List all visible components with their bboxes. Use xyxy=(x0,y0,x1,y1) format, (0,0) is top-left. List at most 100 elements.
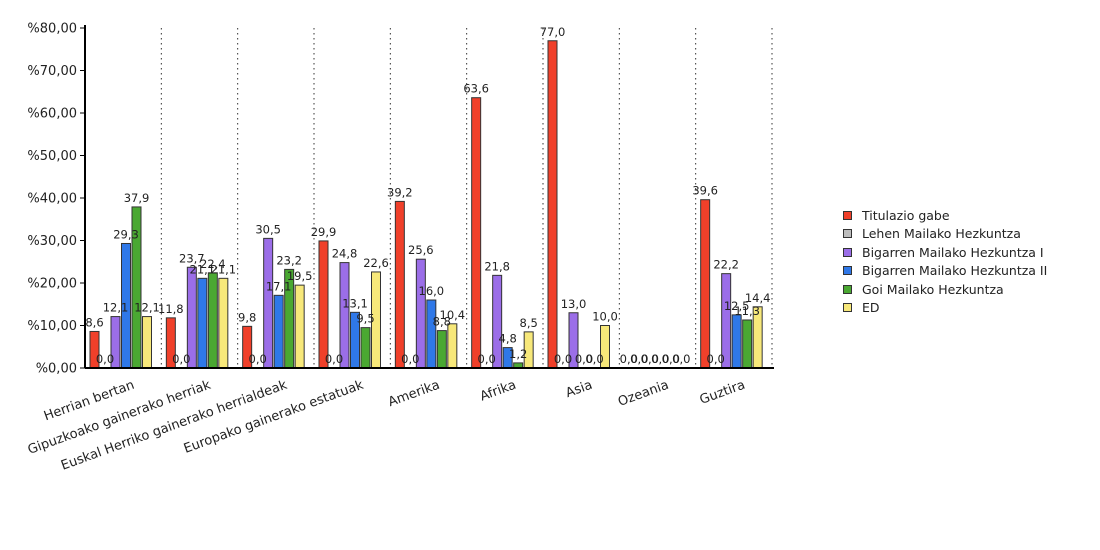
bar xyxy=(426,299,437,369)
bar xyxy=(447,323,458,369)
data-label: 10,4 xyxy=(440,308,466,322)
y-tick-label: %70,00 xyxy=(27,64,77,79)
bar xyxy=(436,330,447,369)
data-label: 10,0 xyxy=(592,310,618,324)
bar xyxy=(360,327,371,369)
bar xyxy=(700,199,711,369)
data-label: 29,3 xyxy=(113,227,139,241)
legend-swatch xyxy=(843,284,852,294)
category-label: Guztira xyxy=(698,378,747,408)
bar xyxy=(731,314,742,369)
data-label: 16,0 xyxy=(419,284,445,298)
data-label: 13,1 xyxy=(342,296,368,310)
data-label: 22,2 xyxy=(713,258,739,272)
data-label: 23,2 xyxy=(276,253,302,267)
bar xyxy=(471,97,482,369)
category-label: Ozeania xyxy=(616,378,671,410)
legend-item: Bigarren Mailako Hezkuntza II xyxy=(843,262,1047,281)
data-label: 11,3 xyxy=(734,304,760,318)
y-tick-label: %40,00 xyxy=(27,192,77,207)
data-label: 0,0 xyxy=(641,352,659,366)
bar xyxy=(742,319,753,369)
bars xyxy=(89,40,763,369)
data-label: 0,0 xyxy=(325,352,343,366)
data-label: 12,1 xyxy=(134,301,160,315)
legend-label: Lehen Mailako Hezkuntza xyxy=(862,226,1021,242)
bar xyxy=(318,240,329,369)
data-label: 0,0 xyxy=(620,352,638,366)
data-label: 1,2 xyxy=(509,347,527,361)
category-label: Afrika xyxy=(478,378,518,405)
data-label: 0,0 xyxy=(172,352,190,366)
category-label: Asia xyxy=(564,378,595,401)
data-label: 0,0 xyxy=(651,352,669,366)
y-tick-label: %0,00 xyxy=(36,362,77,377)
legend-label: Bigarren Mailako Hezkuntza II xyxy=(862,263,1048,279)
legend-item: ED xyxy=(843,299,1047,318)
data-label: 0,0 xyxy=(585,352,603,366)
legend-swatch xyxy=(843,210,852,220)
bar xyxy=(218,277,229,369)
data-label: 0,0 xyxy=(554,352,572,366)
legend-item: Goi Mailako Hezkuntza xyxy=(843,280,1047,299)
legend-item: Lehen Mailako Hezkuntza xyxy=(843,225,1047,244)
legend-swatch xyxy=(843,247,852,257)
y-axis: %0,00 %10,00 %20,00 %30,00 %40,00 %50,00 %60,0… xyxy=(27,22,86,377)
legend: Titulazio gabe Lehen Mailako Hezkuntza Big… xyxy=(843,206,1047,317)
y-tick-label: %30,00 xyxy=(27,234,77,249)
y-tick-label: %20,00 xyxy=(27,277,77,292)
data-label: 0,0 xyxy=(478,352,496,366)
data-label: 0,0 xyxy=(96,352,114,366)
data-label: 22,4 xyxy=(200,257,226,271)
data-label: 0,0 xyxy=(672,352,690,366)
data-label: 4,8 xyxy=(499,332,517,346)
data-label: 39,2 xyxy=(387,185,413,199)
data-label: 17,1 xyxy=(266,279,292,293)
category-label: Amerika xyxy=(386,378,442,410)
y-tick-label: %60,00 xyxy=(27,107,77,122)
y-tick-label: %10,00 xyxy=(27,319,77,334)
data-label: 11,8 xyxy=(158,302,184,316)
data-label: 12,1 xyxy=(103,301,129,315)
legend-label: Bigarren Mailako Hezkuntza I xyxy=(862,244,1044,260)
data-label: 13,0 xyxy=(561,297,587,311)
data-label: 21,8 xyxy=(484,259,510,273)
legend-label: ED xyxy=(862,300,880,316)
data-label: 39,6 xyxy=(692,184,718,198)
data-label: 0,0 xyxy=(249,352,267,366)
data-label: 23,7 xyxy=(179,251,205,265)
bar xyxy=(294,284,305,369)
data-label: 24,8 xyxy=(332,247,358,261)
data-label: 8,5 xyxy=(520,316,538,330)
bar xyxy=(207,272,218,369)
data-label: 29,9 xyxy=(311,225,337,239)
y-tick-label: %80,00 xyxy=(27,22,77,37)
legend-swatch xyxy=(843,303,852,313)
data-label: 14,4 xyxy=(745,291,771,305)
bar xyxy=(273,294,284,369)
data-labels: 8,60,012,129,337,912,111,80,023,721,122,… xyxy=(85,25,770,366)
legend-item: Titulazio gabe xyxy=(843,206,1047,225)
legend-swatch xyxy=(843,229,852,239)
data-label: 9,5 xyxy=(356,312,374,326)
data-label: 63,6 xyxy=(463,82,489,96)
data-label: 21,1 xyxy=(211,262,237,276)
data-label: 0,0 xyxy=(575,352,593,366)
bar xyxy=(197,277,208,369)
data-label: 37,9 xyxy=(124,191,150,205)
data-label: 19,5 xyxy=(287,269,313,283)
data-label: 77,0 xyxy=(540,25,566,39)
data-label: 0,0 xyxy=(401,352,419,366)
y-tick-label: %50,00 xyxy=(27,149,77,164)
data-label: 9,8 xyxy=(238,310,256,324)
data-label: 30,5 xyxy=(255,222,281,236)
data-label: 8,8 xyxy=(433,315,451,329)
legend-item: Bigarren Mailako Hezkuntza I xyxy=(843,243,1047,262)
data-label: 12,5 xyxy=(724,299,750,313)
data-label: 0,0 xyxy=(707,352,725,366)
data-label: 0,0 xyxy=(662,352,680,366)
legend-label: Goi Mailako Hezkuntza xyxy=(862,281,1004,297)
bar xyxy=(142,316,152,369)
